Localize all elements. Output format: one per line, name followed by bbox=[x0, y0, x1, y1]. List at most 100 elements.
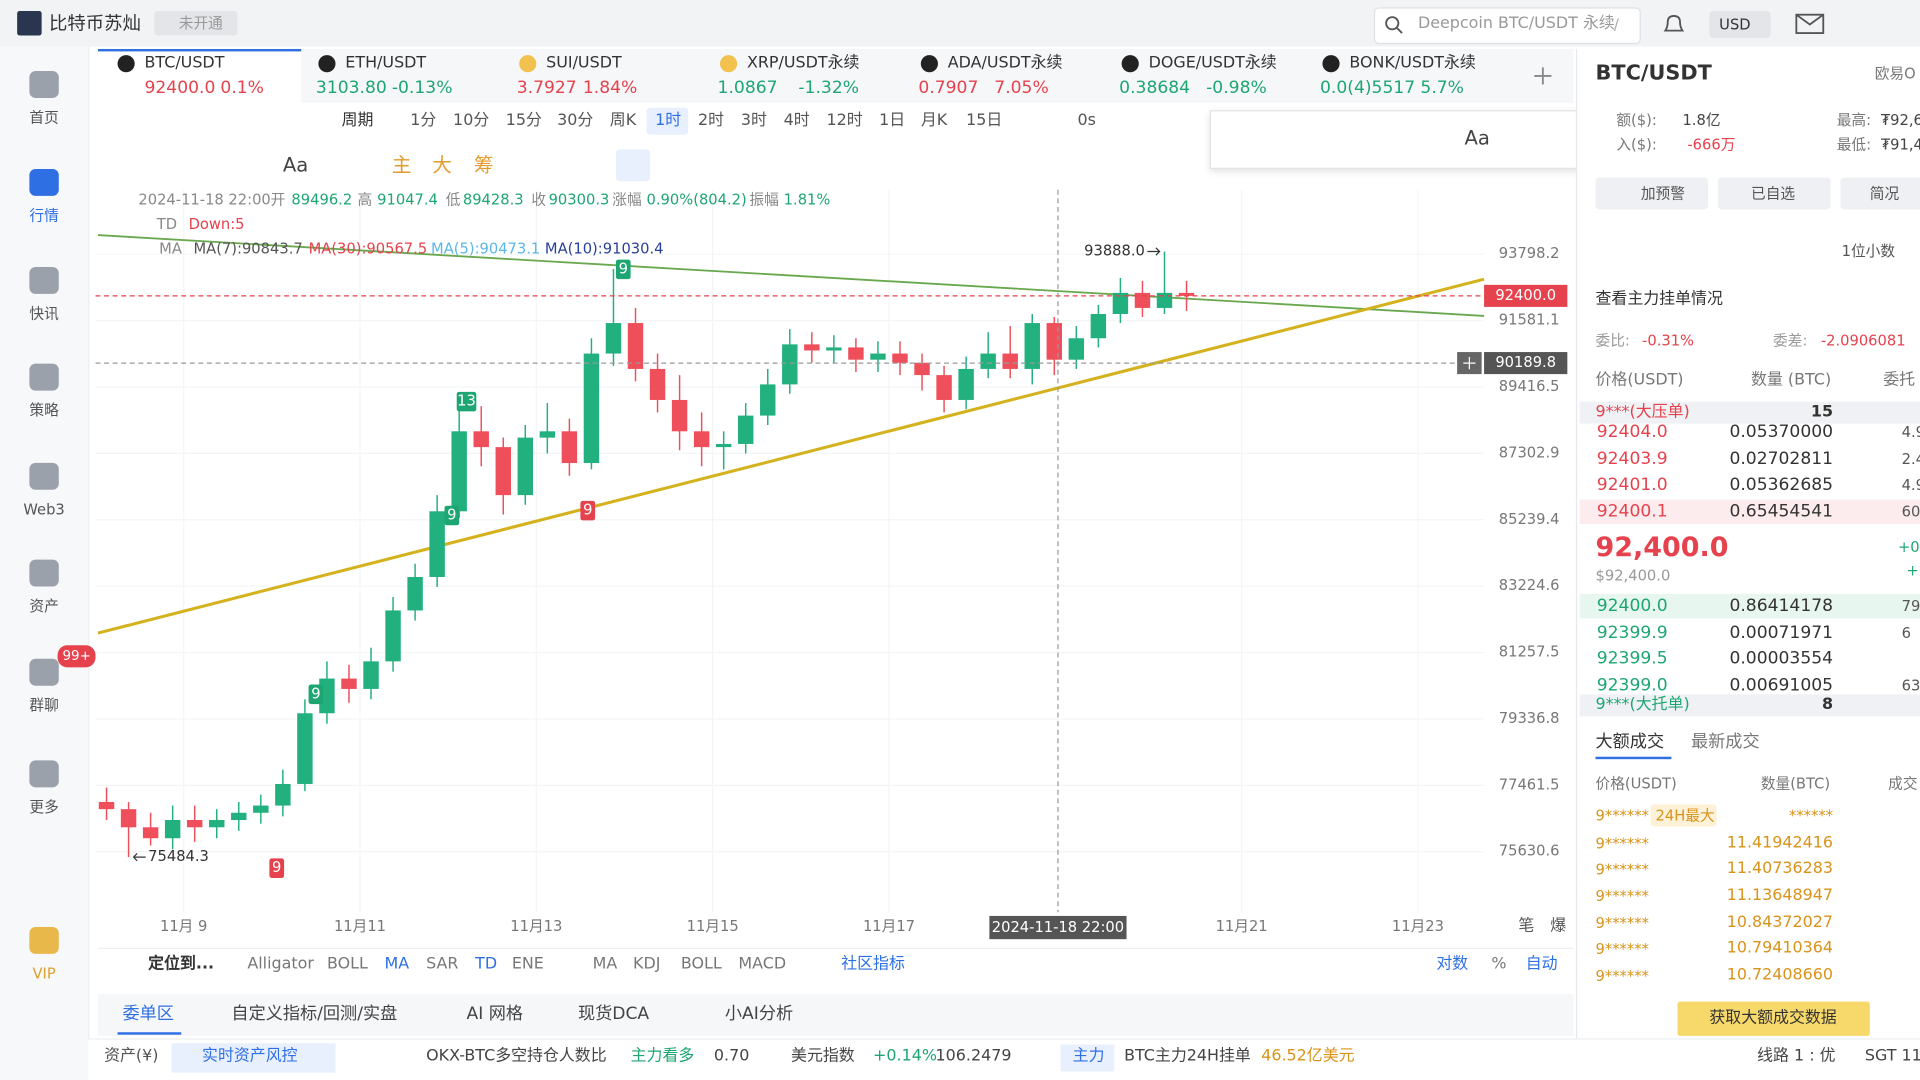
interval[interactable]: 1时 bbox=[655, 111, 682, 130]
bottom-tab[interactable]: 委单区 bbox=[122, 1004, 174, 1024]
candle-body bbox=[1112, 292, 1129, 314]
trade-tab[interactable]: 最新成交 bbox=[1691, 732, 1760, 752]
nav-item[interactable]: 行情 bbox=[29, 206, 59, 225]
ticker-symbol[interactable]: BTC/USDT bbox=[144, 53, 225, 73]
indicator[interactable]: KDJ bbox=[633, 955, 661, 974]
nav-item[interactable]: 首页 bbox=[29, 108, 59, 127]
ticker-symbol[interactable]: DOGE/USDT永续 bbox=[1148, 53, 1277, 73]
indicator[interactable]: Alligator bbox=[247, 955, 314, 974]
period-select[interactable]: 周期 bbox=[341, 111, 374, 130]
td-box bbox=[456, 391, 477, 412]
ratio-value: -0.31% bbox=[1642, 331, 1695, 349]
ticker-symbol[interactable]: ADA/USDT永续 bbox=[947, 53, 1063, 73]
indicator[interactable]: BOLL bbox=[326, 955, 368, 974]
fetch-button-label[interactable]: 获取大额成交数据 bbox=[1709, 1008, 1837, 1028]
tool-button[interactable]: Aa bbox=[282, 153, 309, 177]
interval[interactable]: 月K bbox=[920, 111, 948, 130]
trade-price: 9****** bbox=[1595, 914, 1649, 932]
nav-item[interactable]: 策略 bbox=[29, 401, 59, 419]
indicator[interactable]: SAR bbox=[426, 955, 459, 974]
indicator[interactable]: BOLL bbox=[680, 955, 722, 974]
add-ticker[interactable] bbox=[1531, 64, 1555, 88]
panel-btn-3[interactable] bbox=[1840, 177, 1920, 210]
search-input[interactable]: Deepcoin BTC/USDT 永续 bbox=[1417, 14, 1615, 34]
low-arrow bbox=[133, 853, 146, 862]
bottom-tab[interactable]: AI 网格 bbox=[466, 1004, 524, 1024]
ohlc-label: 涨幅 bbox=[612, 191, 642, 209]
scale-option[interactable]: % bbox=[1491, 955, 1507, 974]
interval[interactable]: 15日 bbox=[966, 111, 1003, 130]
nav-item[interactable]: 更多 bbox=[29, 798, 59, 816]
community-indicators[interactable]: 社区指标 bbox=[841, 955, 905, 974]
tool-active bbox=[615, 149, 651, 182]
interval[interactable]: 周K bbox=[609, 111, 637, 130]
nav-item[interactable]: Web3 bbox=[23, 500, 65, 518]
ticker-symbol[interactable]: ETH/USDT bbox=[345, 53, 427, 73]
candle-body bbox=[936, 375, 952, 400]
panel-button[interactable]: 加预警 bbox=[1640, 184, 1685, 203]
candle-body bbox=[914, 362, 930, 376]
interval[interactable]: 30分 bbox=[557, 111, 594, 130]
locate-button[interactable]: 定位到... bbox=[148, 955, 215, 974]
bell-icon[interactable] bbox=[1660, 12, 1687, 36]
indicator[interactable]: ENE bbox=[511, 955, 544, 974]
panel-button[interactable]: 简况 bbox=[1869, 184, 1900, 203]
bid-price: 92399.5 bbox=[1596, 648, 1668, 669]
fetch-button[interactable] bbox=[1677, 1001, 1870, 1036]
status-orders: 46.52亿美元 bbox=[1261, 1046, 1355, 1066]
coin-icon bbox=[519, 55, 537, 73]
nav-item[interactable]: 资产 bbox=[29, 597, 59, 615]
currency[interactable]: USD bbox=[1719, 15, 1751, 34]
nav-item[interactable]: VIP bbox=[32, 964, 56, 983]
ticker-symbol[interactable]: XRP/USDT永续 bbox=[746, 53, 860, 73]
candle-body bbox=[341, 678, 357, 689]
indicator[interactable]: MA bbox=[592, 955, 618, 974]
avatar bbox=[17, 11, 42, 36]
interval[interactable]: 10分 bbox=[453, 111, 490, 130]
panel-btn-1[interactable] bbox=[1595, 177, 1709, 210]
currency-select[interactable] bbox=[1709, 11, 1771, 38]
nav-item[interactable]: 群聊 bbox=[29, 696, 59, 714]
risk-box[interactable] bbox=[171, 1043, 336, 1073]
trade-tab[interactable]: 大额成交 bbox=[1595, 732, 1665, 752]
interval[interactable]: 3时 bbox=[740, 111, 767, 130]
scale-option[interactable]: 对数 bbox=[1436, 955, 1469, 974]
interval[interactable]: 4时 bbox=[783, 111, 810, 130]
float-tool[interactable]: Aa bbox=[1464, 126, 1490, 150]
panel-btn-2[interactable] bbox=[1717, 177, 1831, 210]
search-box[interactable] bbox=[1373, 7, 1641, 45]
status-risk: 实时资产风控 bbox=[202, 1046, 298, 1066]
nav-item[interactable]: 快讯 bbox=[29, 304, 59, 323]
tool-button[interactable]: 筹 bbox=[473, 153, 494, 177]
ticker-symbol[interactable]: SUI/USDT bbox=[546, 53, 622, 73]
interval[interactable]: 15分 bbox=[505, 111, 542, 130]
ask-total: 60 bbox=[1901, 503, 1920, 521]
bottom-tab[interactable]: 小AI分析 bbox=[724, 1004, 794, 1024]
trade-qty: 10.84372027 bbox=[1726, 913, 1834, 932]
indicator[interactable]: MA bbox=[384, 955, 410, 974]
interval[interactable]: 12时 bbox=[826, 111, 863, 130]
trade-qty: 11.13648947 bbox=[1726, 886, 1834, 905]
ticker-symbol[interactable]: BONK/USDT永续 bbox=[1349, 53, 1476, 73]
precision-select[interactable]: 1位小数 bbox=[1841, 242, 1896, 260]
y-tick-label: 85239.4 bbox=[1499, 511, 1560, 528]
axis-button[interactable]: 爆 bbox=[1550, 917, 1567, 936]
tool-button[interactable]: 主 bbox=[391, 153, 412, 177]
big-ask-bg bbox=[1579, 401, 1920, 424]
indicator[interactable]: MACD bbox=[738, 955, 787, 974]
tool-button[interactable]: 大 bbox=[432, 153, 452, 177]
interval[interactable]: 2时 bbox=[697, 111, 725, 130]
scale-option[interactable]: 自动 bbox=[1525, 955, 1558, 974]
bottom-tab[interactable]: 现货DCA bbox=[577, 1004, 650, 1024]
mail-icon[interactable] bbox=[1795, 13, 1825, 35]
panel-button[interactable]: 已自选 bbox=[1751, 184, 1796, 203]
candle-body bbox=[297, 713, 313, 784]
main-orders-link[interactable]: 查看主力挂单情况 bbox=[1595, 290, 1723, 309]
candle-body bbox=[848, 347, 864, 360]
axis-button[interactable]: 笔 bbox=[1518, 917, 1535, 936]
plus-icon bbox=[1463, 356, 1476, 370]
interval[interactable]: 1日 bbox=[879, 111, 906, 130]
indicator[interactable]: TD bbox=[475, 955, 498, 974]
bottom-tab[interactable]: 自定义指标/回测/实盘 bbox=[231, 1004, 398, 1024]
interval[interactable]: 1分 bbox=[410, 111, 437, 130]
